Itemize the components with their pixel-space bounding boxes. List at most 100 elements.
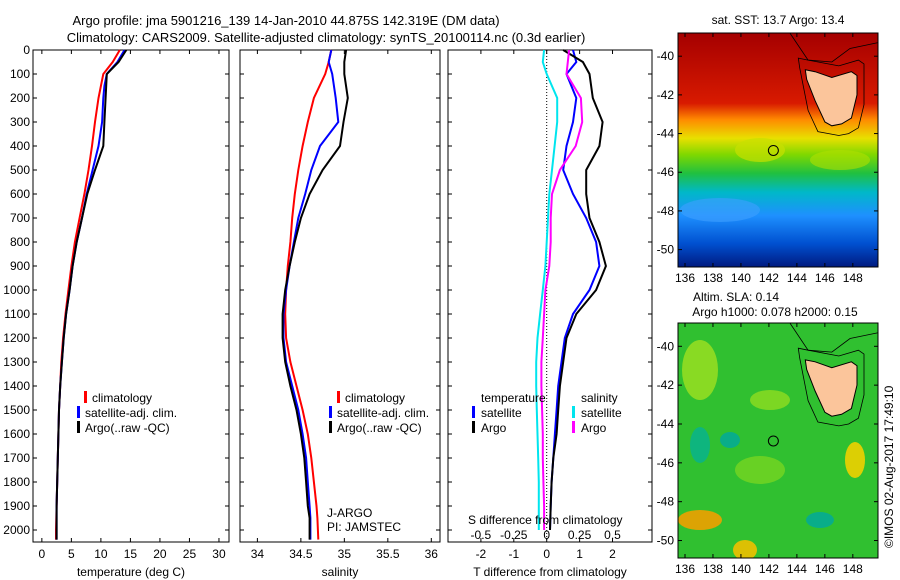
series-line-t-argo — [549, 49, 607, 531]
legend-label: climatology — [92, 391, 152, 405]
legend-label: satellite — [581, 406, 622, 420]
x-tick-label: 2 — [609, 547, 616, 561]
sla-patch — [690, 427, 710, 463]
x-tick-label: 20 — [153, 547, 167, 561]
lon-tick-label: 144 — [787, 562, 807, 576]
y-tick-label: 100 — [10, 67, 30, 81]
y-tick-label: 1100 — [4, 307, 30, 321]
difference-profile-plot: -2 -1 0 1 2 T difference from climatology -0.5… — [447, 49, 653, 579]
lat-tick-label: -42 — [657, 88, 675, 102]
y-tick-label: 2000 — [3, 523, 30, 537]
legend-title-temperature: temperature — [481, 391, 546, 405]
lon-tick-label: 142 — [759, 562, 779, 576]
legend-label: satellite-adj. clim. — [337, 406, 429, 420]
x-tick-label: 36 — [425, 547, 439, 561]
x-tick-label: 5 — [68, 547, 75, 561]
x-tick-label: 10 — [94, 547, 108, 561]
series-line-argo-raw-qc- — [281, 49, 349, 540]
legend-label: Argo — [481, 421, 507, 435]
legend-swatch-argo — [329, 421, 332, 433]
lat-tick-label: -46 — [657, 456, 675, 470]
map-frame — [677, 322, 879, 559]
legend-label: Argo(..raw -QC) — [85, 421, 170, 435]
bathymetry-contour — [789, 32, 879, 63]
plot-frame — [447, 49, 653, 543]
salinity-legend: climatology satellite-adj. clim. Argo(..… — [327, 391, 429, 534]
y-tick-label: 1900 — [3, 499, 30, 513]
legend-swatch-climatology — [337, 391, 340, 403]
legend-title-salinity: salinity — [581, 391, 618, 405]
sla-patch — [733, 540, 757, 558]
sla-patch — [678, 510, 722, 530]
y-tick-label: 1400 — [3, 379, 30, 393]
y-tick-label: 1600 — [3, 427, 30, 441]
lon-tick-label: 142 — [759, 271, 779, 285]
legend-swatch-climatology — [84, 391, 87, 403]
x-tick-label: 35.5 — [376, 547, 400, 561]
sst-map-title: sat. SST: 13.7 Argo: 13.4 — [712, 13, 845, 27]
sla-patch — [845, 442, 865, 478]
lon-tick-label: 138 — [703, 562, 723, 576]
lon-tick-label: 146 — [815, 562, 835, 576]
figure-title-line1: Argo profile: jma 5901216_139 14-Jan-201… — [72, 13, 499, 28]
credit-text: ©IMOS 02-Aug-2017 17:49:10 — [882, 385, 896, 548]
y-tick-label: 1700 — [3, 451, 30, 465]
sla-map: 136 138 140 142 144 146 148 -40 -42 -44 -46 -48 -50 — [657, 322, 879, 576]
temperature-profile-plot: 0100200300400500600700800900100011001200… — [3, 43, 230, 579]
x-tick-label: 34.5 — [289, 547, 313, 561]
lat-tick-label: -46 — [657, 165, 675, 179]
y-tick-label: 300 — [10, 115, 30, 129]
bathymetry-contour — [797, 57, 865, 136]
sst-patch — [735, 138, 785, 162]
lat-tick-label: -50 — [657, 243, 675, 257]
plot-frame — [239, 49, 441, 543]
argo-profile-marker — [767, 435, 779, 447]
lon-tick-label: 148 — [843, 562, 863, 576]
lat-tick-label: -42 — [657, 378, 675, 392]
legend-swatch-t-satellite — [472, 406, 475, 418]
lat-tick-label: -48 — [657, 495, 675, 509]
tasmania-landmass — [804, 359, 858, 417]
s-tick-label: -0.25 — [500, 528, 528, 542]
x-tick-label: 15 — [124, 547, 138, 561]
temperature-legend: climatology satellite-adj. clim. Argo(..… — [77, 391, 177, 435]
sla-patch — [720, 432, 740, 448]
lon-tick-label: 136 — [675, 271, 695, 285]
y-tick-label: 0 — [23, 43, 30, 57]
x-axis-label: T difference from climatology — [473, 565, 627, 579]
sla-patch — [750, 390, 790, 410]
s-tick-label: 0 — [543, 528, 550, 542]
bathymetry-contour — [789, 322, 879, 353]
y-tick-label: 1200 — [3, 331, 30, 345]
y-tick-label: 1300 — [3, 355, 30, 369]
salinity-profile-plot: 34 34.5 35 35.5 36 salinity — [239, 49, 441, 579]
lon-tick-label: 144 — [787, 271, 807, 285]
lat-tick-label: -40 — [657, 339, 675, 353]
legend-swatch-argo — [77, 421, 80, 433]
legend-swatch-t-argo — [472, 421, 475, 433]
legend-label: satellite-adj. clim. — [85, 406, 177, 420]
lat-tick-label: -44 — [657, 127, 675, 141]
y-tick-label: 1500 — [3, 403, 30, 417]
x-tick-label: 0 — [543, 547, 550, 561]
x-tick-label: 25 — [183, 547, 197, 561]
y-tick-label: 200 — [10, 91, 30, 105]
lat-tick-label: -40 — [657, 49, 675, 63]
lat-tick-label: -48 — [657, 204, 675, 218]
legend-swatch-satellite — [77, 406, 80, 418]
pi-label: PI: JAMSTEC — [327, 520, 401, 534]
lon-tick-label: 138 — [703, 271, 723, 285]
y-tick-label: 1800 — [3, 475, 30, 489]
sla-patch — [735, 456, 785, 484]
series-line-s-satellite — [535, 49, 559, 530]
x-tick-label: -1 — [508, 547, 519, 561]
legend-swatch-s-satellite — [572, 406, 575, 418]
data-center-label: J-ARGO — [327, 506, 372, 520]
legend-swatch-satellite — [329, 406, 332, 418]
series-line-s-argo — [540, 49, 584, 530]
s-tick-label: 0.25 — [568, 528, 592, 542]
legend-swatch-s-argo — [572, 421, 575, 433]
x-tick-label: 30 — [212, 547, 226, 561]
y-tick-label: 400 — [10, 139, 30, 153]
